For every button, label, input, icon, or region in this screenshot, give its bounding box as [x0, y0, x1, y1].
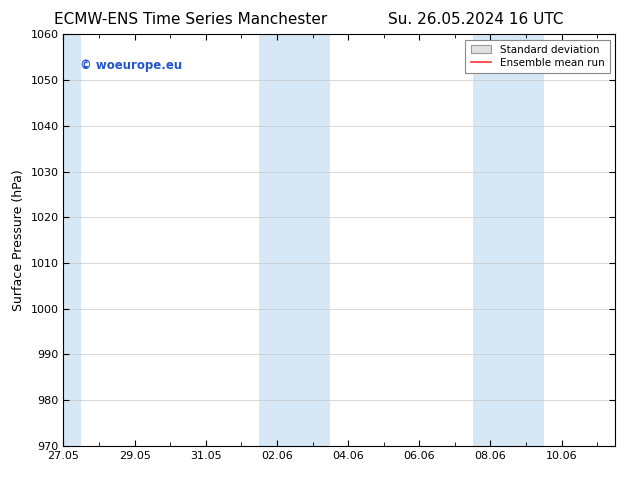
Text: Su. 26.05.2024 16 UTC: Su. 26.05.2024 16 UTC: [388, 12, 563, 27]
Bar: [46, 34, 81, 446]
Bar: [472, 34, 544, 446]
Text: © woeurope.eu: © woeurope.eu: [80, 59, 182, 72]
Text: ECMW-ENS Time Series Manchester: ECMW-ENS Time Series Manchester: [54, 12, 327, 27]
Y-axis label: Surface Pressure (hPa): Surface Pressure (hPa): [12, 169, 25, 311]
Bar: [259, 34, 330, 446]
Legend: Standard deviation, Ensemble mean run: Standard deviation, Ensemble mean run: [465, 40, 610, 73]
